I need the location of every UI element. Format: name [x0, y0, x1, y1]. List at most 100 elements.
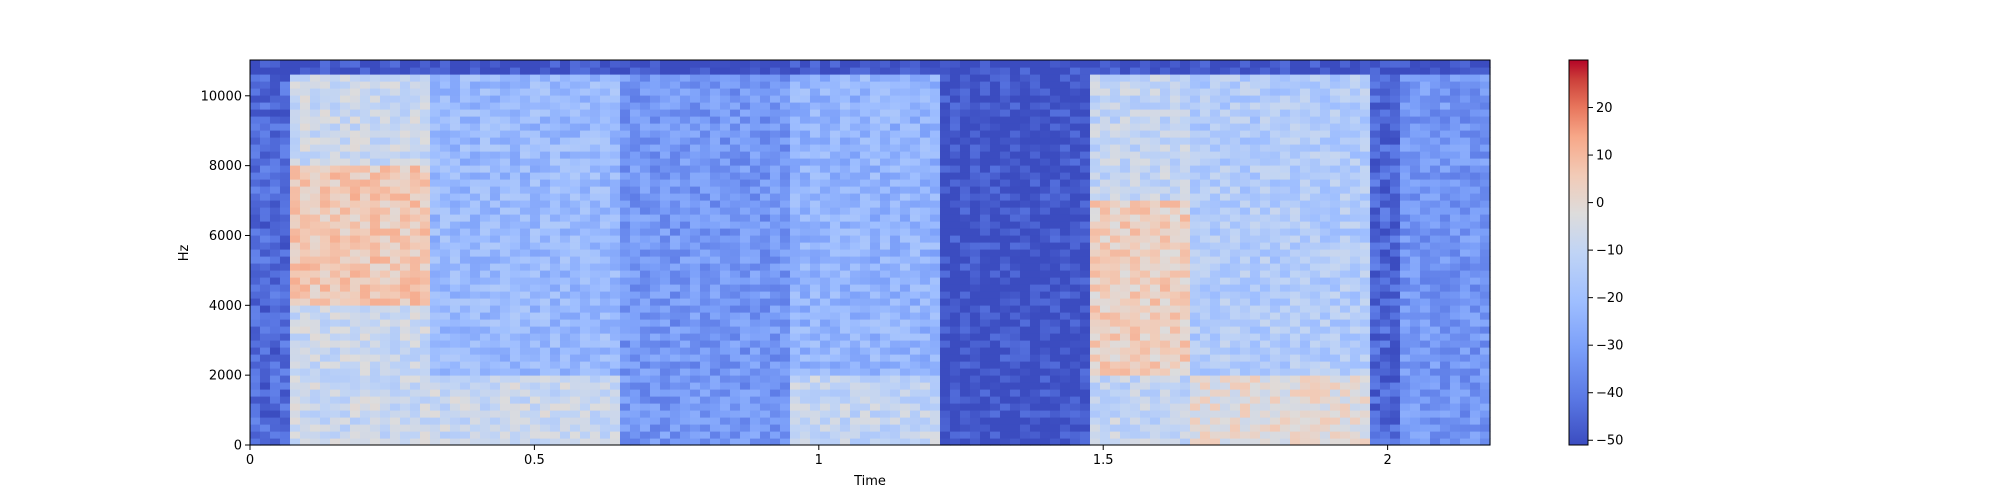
heatmap-cell: [480, 151, 491, 159]
heatmap-cell: [1020, 151, 1031, 159]
heatmap-cell: [890, 60, 901, 68]
heatmap-cell: [310, 305, 321, 313]
heatmap-cell: [1090, 144, 1101, 152]
heatmap-cell: [280, 263, 291, 271]
heatmap-cell: [780, 137, 791, 145]
heatmap-cell: [750, 228, 761, 236]
heatmap-cell: [970, 410, 981, 418]
heatmap-cell: [630, 228, 641, 236]
heatmap-cell: [400, 263, 411, 271]
heatmap-cell: [980, 242, 991, 250]
heatmap-cell: [880, 102, 891, 110]
heatmap-cell: [990, 270, 1001, 278]
heatmap-cell: [600, 389, 611, 397]
heatmap-cell: [750, 67, 761, 75]
heatmap-cell: [590, 361, 601, 369]
heatmap-cell: [270, 102, 281, 110]
heatmap-cell: [340, 151, 351, 159]
heatmap-cell: [620, 319, 631, 327]
heatmap-cell: [980, 354, 991, 362]
heatmap-cell: [530, 354, 541, 362]
heatmap-cell: [560, 431, 571, 439]
heatmap-cell: [1070, 305, 1081, 313]
heatmap-cell: [780, 221, 791, 229]
heatmap-cell: [810, 67, 821, 75]
heatmap-cell: [400, 403, 411, 411]
heatmap-cell: [980, 326, 991, 334]
heatmap-cell: [370, 109, 381, 117]
heatmap-cell: [570, 424, 581, 432]
heatmap-cell: [550, 263, 561, 271]
heatmap-cell: [870, 319, 881, 327]
heatmap-cell: [890, 277, 901, 285]
heatmap-cell: [890, 249, 901, 257]
heatmap-cell: [470, 60, 481, 68]
heatmap-cell: [840, 74, 851, 82]
heatmap-cell: [1040, 144, 1051, 152]
heatmap-cell: [1110, 319, 1121, 327]
heatmap-cell: [820, 340, 831, 348]
heatmap-cell: [540, 382, 551, 390]
heatmap-cell: [390, 347, 401, 355]
heatmap-cell: [560, 410, 571, 418]
heatmap-cell: [800, 333, 811, 341]
heatmap-cell: [730, 312, 741, 320]
heatmap-cell: [440, 305, 451, 313]
heatmap-cell: [360, 396, 371, 404]
heatmap-cell: [530, 431, 541, 439]
heatmap-cell: [340, 347, 351, 355]
heatmap-cell: [410, 207, 421, 215]
heatmap-cell: [360, 333, 371, 341]
heatmap-cell: [430, 179, 441, 187]
heatmap-cell: [430, 403, 441, 411]
heatmap-cell: [890, 179, 901, 187]
heatmap-cell: [930, 403, 941, 411]
heatmap-cell: [900, 256, 911, 264]
heatmap-cell: [1120, 130, 1131, 138]
heatmap-cell: [600, 158, 611, 166]
heatmap-cell: [820, 137, 831, 145]
heatmap-cell: [390, 410, 401, 418]
heatmap-cell: [1040, 256, 1051, 264]
heatmap-cell: [740, 109, 751, 117]
heatmap-cell: [360, 319, 371, 327]
heatmap-cell: [1010, 144, 1021, 152]
heatmap-cell: [750, 235, 761, 243]
heatmap-cell: [540, 333, 551, 341]
heatmap-cell: [620, 424, 631, 432]
heatmap-cell: [290, 186, 301, 194]
heatmap-cell: [320, 333, 331, 341]
heatmap-cell: [350, 263, 361, 271]
heatmap-cell: [260, 67, 271, 75]
heatmap-cell: [1070, 298, 1081, 306]
heatmap-cell: [400, 81, 411, 89]
heatmap-cell: [560, 179, 571, 187]
heatmap-cell: [540, 291, 551, 299]
heatmap-cell: [550, 95, 561, 103]
heatmap-cell: [540, 67, 551, 75]
heatmap-cell: [1110, 74, 1121, 82]
heatmap-cell: [1050, 242, 1061, 250]
heatmap-cell: [1110, 270, 1121, 278]
heatmap-cell: [380, 123, 391, 131]
heatmap-cell: [1110, 382, 1121, 390]
heatmap-cell: [920, 60, 931, 68]
heatmap-cell: [350, 347, 361, 355]
heatmap-cell: [970, 186, 981, 194]
heatmap-cell: [310, 354, 321, 362]
heatmap-cell: [690, 312, 701, 320]
heatmap-cell: [1010, 88, 1021, 96]
heatmap-cell: [540, 305, 551, 313]
heatmap-cell: [830, 347, 841, 355]
heatmap-cell: [810, 319, 821, 327]
heatmap-cell: [740, 123, 751, 131]
heatmap-cell: [1150, 116, 1161, 124]
heatmap-cell: [1110, 263, 1121, 271]
heatmap-cell: [670, 193, 681, 201]
heatmap-cell: [850, 340, 861, 348]
heatmap-cell: [350, 235, 361, 243]
heatmap-cell: [350, 403, 361, 411]
heatmap-cell: [970, 340, 981, 348]
heatmap-cell: [310, 200, 321, 208]
heatmap-cell: [620, 172, 631, 180]
